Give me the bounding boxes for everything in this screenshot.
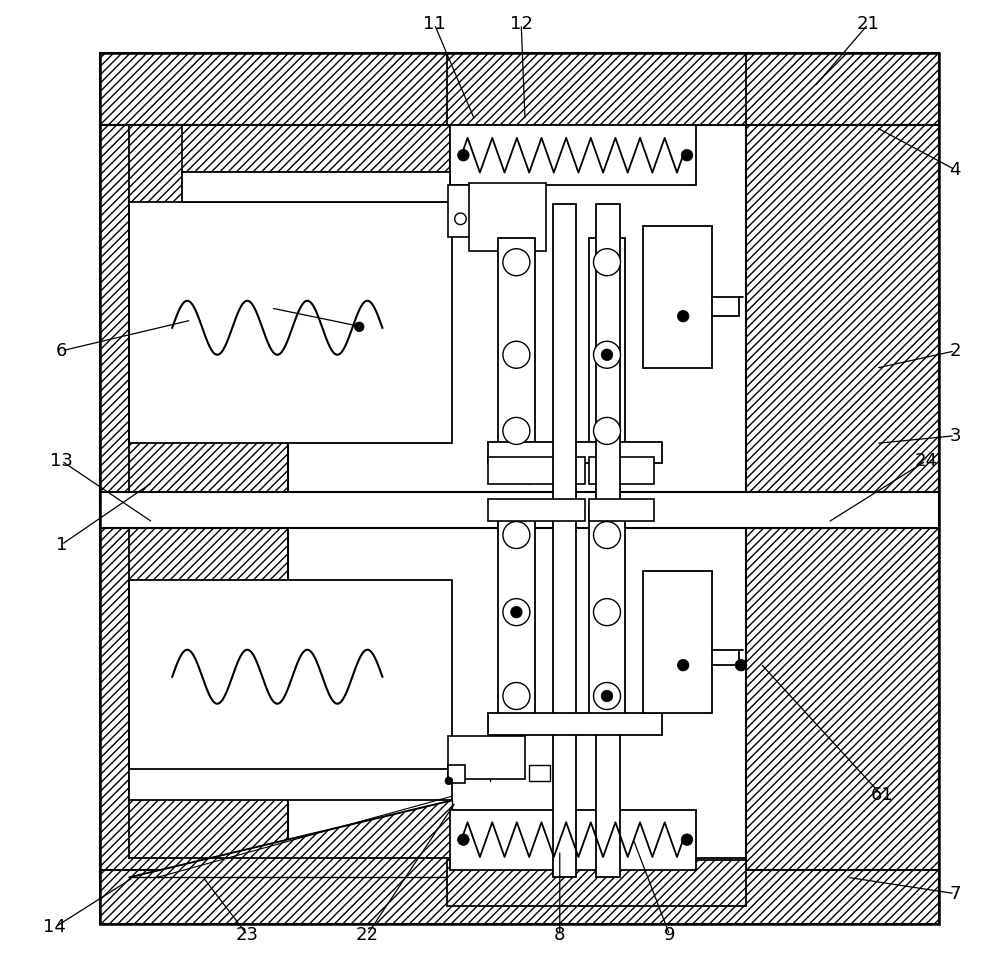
Circle shape xyxy=(594,249,620,276)
Bar xyxy=(100,528,288,877)
Bar xyxy=(746,125,939,501)
Circle shape xyxy=(681,834,693,845)
Bar xyxy=(498,508,535,725)
Text: 4: 4 xyxy=(949,161,961,178)
Bar xyxy=(469,183,546,251)
Text: 61: 61 xyxy=(870,787,893,804)
Text: 7: 7 xyxy=(949,885,961,902)
Bar xyxy=(100,125,288,501)
Bar xyxy=(589,457,654,484)
Circle shape xyxy=(511,606,522,618)
Circle shape xyxy=(455,213,466,225)
Text: 23: 23 xyxy=(236,926,259,944)
Bar xyxy=(100,53,939,924)
Bar xyxy=(589,508,625,725)
Bar xyxy=(488,499,585,521)
Text: 14: 14 xyxy=(43,919,66,936)
Bar xyxy=(129,125,746,492)
Circle shape xyxy=(601,349,613,361)
Bar xyxy=(596,204,620,877)
Bar xyxy=(129,528,746,858)
Text: 9: 9 xyxy=(664,926,675,944)
Bar xyxy=(643,571,712,713)
Circle shape xyxy=(594,599,620,626)
Text: 13: 13 xyxy=(50,452,73,469)
Circle shape xyxy=(677,310,689,322)
Bar xyxy=(450,810,696,870)
Bar xyxy=(488,713,662,735)
Circle shape xyxy=(503,417,530,444)
Bar xyxy=(182,172,450,202)
Bar xyxy=(448,736,525,779)
Bar xyxy=(100,870,939,924)
Bar xyxy=(589,499,654,521)
Bar xyxy=(488,457,585,484)
Text: 8: 8 xyxy=(554,926,565,944)
Circle shape xyxy=(445,777,453,785)
Circle shape xyxy=(503,683,530,710)
Circle shape xyxy=(354,322,364,332)
Text: 12: 12 xyxy=(510,15,533,33)
Bar xyxy=(447,53,746,125)
Text: 11: 11 xyxy=(423,15,446,33)
Bar xyxy=(447,860,746,906)
Circle shape xyxy=(503,599,530,626)
Bar xyxy=(643,226,712,368)
Circle shape xyxy=(594,683,620,710)
Text: 22: 22 xyxy=(355,926,378,944)
Circle shape xyxy=(594,417,620,444)
Text: 21: 21 xyxy=(857,15,880,33)
Text: 24: 24 xyxy=(915,452,938,469)
Circle shape xyxy=(458,149,469,161)
Bar xyxy=(553,204,576,877)
Text: 2: 2 xyxy=(949,342,961,360)
Bar xyxy=(488,442,662,463)
Bar xyxy=(746,528,939,877)
Polygon shape xyxy=(129,800,452,877)
Bar xyxy=(448,185,490,237)
Bar xyxy=(129,202,452,443)
Bar xyxy=(129,580,452,773)
Text: 1: 1 xyxy=(56,536,67,553)
Circle shape xyxy=(503,522,530,549)
Bar xyxy=(100,492,939,528)
Circle shape xyxy=(681,149,693,161)
Bar xyxy=(100,53,939,125)
Circle shape xyxy=(503,341,530,368)
Circle shape xyxy=(601,690,613,702)
Bar xyxy=(182,125,450,172)
Bar xyxy=(448,765,465,783)
Circle shape xyxy=(677,659,689,671)
Text: 3: 3 xyxy=(949,427,961,444)
Bar xyxy=(450,125,696,185)
Bar xyxy=(129,769,452,800)
Circle shape xyxy=(458,834,469,845)
Circle shape xyxy=(735,659,747,671)
Circle shape xyxy=(594,341,620,368)
Text: 6: 6 xyxy=(56,342,67,360)
Bar xyxy=(529,765,550,781)
Circle shape xyxy=(594,522,620,549)
Bar xyxy=(589,238,625,455)
Bar xyxy=(498,238,535,455)
Circle shape xyxy=(503,249,530,276)
